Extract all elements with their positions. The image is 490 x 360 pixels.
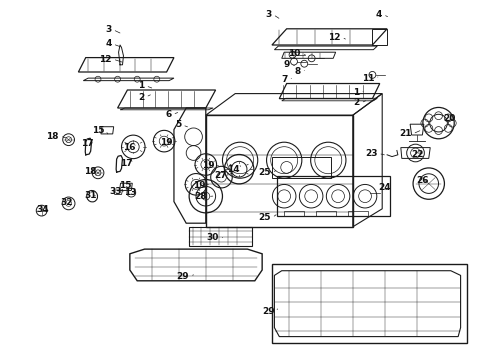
Text: 20: 20: [443, 114, 456, 123]
Text: 12: 12: [328, 32, 341, 41]
Text: 1: 1: [138, 81, 145, 90]
Text: 19: 19: [193, 180, 206, 189]
Text: 13: 13: [124, 188, 137, 197]
Text: 7: 7: [281, 75, 288, 84]
Text: 15: 15: [119, 181, 131, 190]
Text: 2: 2: [353, 99, 360, 108]
Text: 24: 24: [378, 183, 391, 192]
Text: 22: 22: [411, 150, 424, 158]
Text: 28: 28: [194, 192, 207, 201]
Text: 33: 33: [109, 187, 122, 196]
Text: 3: 3: [105, 25, 112, 34]
Text: 17: 17: [81, 139, 94, 148]
Text: 5: 5: [175, 120, 181, 129]
Text: 8: 8: [294, 68, 301, 77]
Text: 16: 16: [123, 143, 136, 152]
Text: 18: 18: [83, 167, 96, 176]
Text: 31: 31: [84, 192, 97, 200]
Text: 6: 6: [165, 110, 172, 119]
Bar: [272, 264, 467, 343]
Text: 4: 4: [105, 40, 112, 49]
Text: 3: 3: [266, 10, 272, 19]
Text: 2: 2: [138, 93, 145, 102]
Text: 30: 30: [206, 233, 219, 242]
Text: 19: 19: [202, 161, 215, 170]
Text: 25: 25: [258, 213, 271, 222]
Bar: [189, 227, 252, 246]
Text: 15: 15: [92, 126, 104, 135]
Text: 29: 29: [262, 307, 274, 316]
Text: 4: 4: [376, 10, 382, 19]
Text: 1: 1: [353, 88, 360, 97]
Text: 17: 17: [120, 159, 132, 168]
Text: 23: 23: [365, 149, 377, 158]
Text: 11: 11: [362, 74, 374, 83]
Text: 32: 32: [60, 198, 73, 207]
Text: 21: 21: [399, 129, 412, 138]
Bar: [272, 157, 331, 178]
Text: 29: 29: [176, 272, 189, 281]
Text: 34: 34: [36, 205, 49, 214]
Text: 12: 12: [99, 55, 112, 63]
Bar: [277, 176, 390, 216]
Text: 25: 25: [258, 168, 271, 177]
Text: 18: 18: [46, 132, 59, 140]
Text: 27: 27: [214, 171, 227, 180]
Text: 19: 19: [160, 138, 172, 147]
Text: 10: 10: [289, 49, 301, 58]
Text: 26: 26: [416, 176, 429, 185]
Text: 9: 9: [284, 60, 290, 69]
Text: 14: 14: [227, 165, 240, 174]
